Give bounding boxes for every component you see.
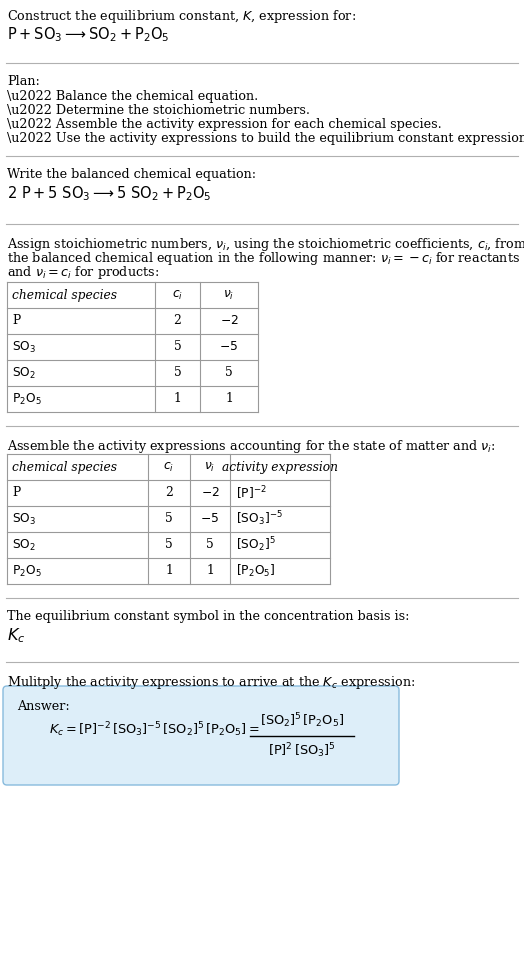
Text: P: P (12, 315, 20, 327)
Text: activity expression: activity expression (222, 460, 338, 474)
Text: chemical species: chemical species (12, 460, 117, 474)
Text: $\mathrm{2\ P + 5\ SO_3 \longrightarrow 5\ SO_2 + P_2O_5}$: $\mathrm{2\ P + 5\ SO_3 \longrightarrow … (7, 184, 212, 203)
Text: $[\mathrm{P}]^{-2}$: $[\mathrm{P}]^{-2}$ (236, 484, 267, 501)
Text: The equilibrium constant symbol in the concentration basis is:: The equilibrium constant symbol in the c… (7, 610, 409, 623)
Text: $-2$: $-2$ (201, 486, 220, 500)
Text: $\mathrm{SO_3}$: $\mathrm{SO_3}$ (12, 511, 36, 526)
Text: $\nu_i$: $\nu_i$ (223, 288, 235, 301)
Text: Mulitply the activity expressions to arrive at the $K_c$ expression:: Mulitply the activity expressions to arr… (7, 674, 415, 691)
Text: $\mathrm{SO_2}$: $\mathrm{SO_2}$ (12, 538, 36, 552)
Text: Assign stoichiometric numbers, $\nu_i$, using the stoichiometric coefficients, $: Assign stoichiometric numbers, $\nu_i$, … (7, 236, 524, 253)
Text: \u2022 Balance the chemical equation.: \u2022 Balance the chemical equation. (7, 90, 258, 103)
Text: P: P (12, 486, 20, 500)
Text: $-2$: $-2$ (220, 315, 238, 327)
Text: $[\mathrm{SO_2}]^5\,[\mathrm{P_2O_5}]$: $[\mathrm{SO_2}]^5\,[\mathrm{P_2O_5}]$ (260, 712, 344, 730)
Text: $[\mathrm{P_2O_5}]$: $[\mathrm{P_2O_5}]$ (236, 563, 276, 579)
Text: \u2022 Use the activity expressions to build the equilibrium constant expression: \u2022 Use the activity expressions to b… (7, 132, 524, 145)
Text: \u2022 Determine the stoichiometric numbers.: \u2022 Determine the stoichiometric numb… (7, 104, 310, 117)
Text: the balanced chemical equation in the following manner: $\nu_i = -c_i$ for react: the balanced chemical equation in the fo… (7, 250, 520, 267)
Text: 5: 5 (206, 539, 214, 551)
Text: 2: 2 (165, 486, 173, 500)
Text: 1: 1 (165, 565, 173, 577)
Text: $\mathrm{SO_3}$: $\mathrm{SO_3}$ (12, 340, 36, 354)
Text: $[\mathrm{P}]^2\,[\mathrm{SO_3}]^5$: $[\mathrm{P}]^2\,[\mathrm{SO_3}]^5$ (268, 742, 336, 761)
Text: Assemble the activity expressions accounting for the state of matter and $\nu_i$: Assemble the activity expressions accoun… (7, 438, 496, 455)
Text: $c_i$: $c_i$ (163, 460, 174, 474)
Text: $\mathrm{SO_2}$: $\mathrm{SO_2}$ (12, 366, 36, 381)
Text: 5: 5 (165, 539, 173, 551)
Text: $K_c$: $K_c$ (7, 626, 26, 645)
Text: $\mathrm{P_2O_5}$: $\mathrm{P_2O_5}$ (12, 564, 42, 579)
Text: 1: 1 (173, 392, 181, 406)
Text: 5: 5 (173, 367, 181, 380)
Text: $\mathrm{P + SO_3 \longrightarrow SO_2 + P_2O_5}$: $\mathrm{P + SO_3 \longrightarrow SO_2 +… (7, 25, 169, 44)
Text: Write the balanced chemical equation:: Write the balanced chemical equation: (7, 168, 256, 181)
Text: $-5$: $-5$ (201, 513, 220, 525)
Text: 2: 2 (173, 315, 181, 327)
Text: \u2022 Assemble the activity expression for each chemical species.: \u2022 Assemble the activity expression … (7, 118, 442, 131)
Text: $c_i$: $c_i$ (172, 288, 183, 301)
Text: $-5$: $-5$ (220, 341, 238, 353)
Text: $K_c = [\mathrm{P}]^{-2}\,[\mathrm{SO_3}]^{-5}\,[\mathrm{SO_2}]^5\,[\mathrm{P_2O: $K_c = [\mathrm{P}]^{-2}\,[\mathrm{SO_3}… (49, 720, 260, 739)
Text: $[\mathrm{SO_3}]^{-5}$: $[\mathrm{SO_3}]^{-5}$ (236, 510, 283, 528)
Text: 5: 5 (173, 341, 181, 353)
Text: chemical species: chemical species (12, 288, 117, 301)
Text: Answer:: Answer: (17, 700, 70, 713)
Text: 5: 5 (225, 367, 233, 380)
Text: Construct the equilibrium constant, $K$, expression for:: Construct the equilibrium constant, $K$,… (7, 8, 356, 25)
Text: $\nu_i$: $\nu_i$ (204, 460, 215, 474)
Text: 1: 1 (225, 392, 233, 406)
Text: $[\mathrm{SO_2}]^5$: $[\mathrm{SO_2}]^5$ (236, 536, 276, 554)
Text: 5: 5 (165, 513, 173, 525)
Text: $\mathrm{P_2O_5}$: $\mathrm{P_2O_5}$ (12, 391, 42, 407)
Text: and $\nu_i = c_i$ for products:: and $\nu_i = c_i$ for products: (7, 264, 159, 281)
Text: 1: 1 (206, 565, 214, 577)
Text: Plan:: Plan: (7, 75, 40, 88)
FancyBboxPatch shape (3, 686, 399, 785)
